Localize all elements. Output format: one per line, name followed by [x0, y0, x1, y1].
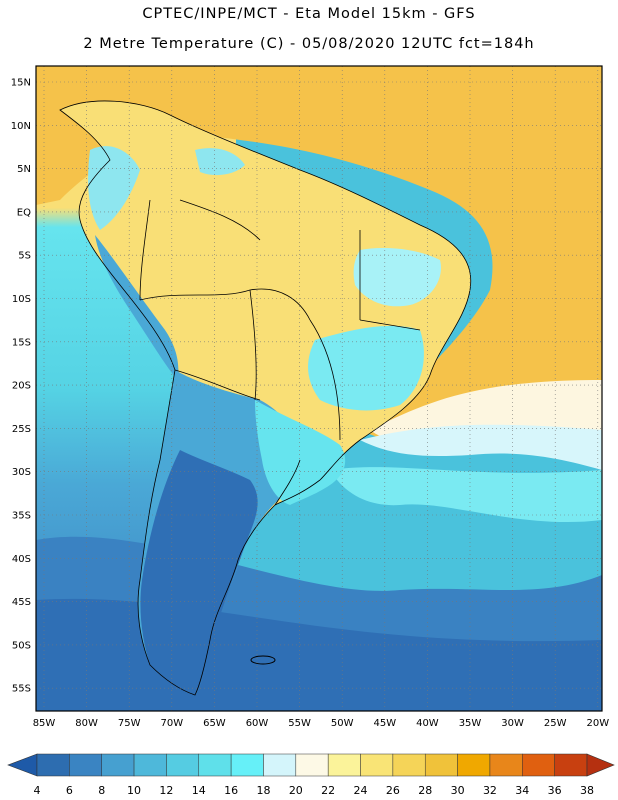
- lon-tick-label: 30W: [501, 718, 524, 729]
- colorbar-swatch: [424, 753, 458, 777]
- lat-tick-label: 50S: [12, 640, 31, 651]
- lon-tick-label: 40W: [416, 718, 439, 729]
- lat-tick-label: EQ: [17, 207, 31, 218]
- colorbar-swatch: [166, 753, 200, 777]
- lat-tick-label: 5S: [18, 251, 31, 262]
- colorbar-swatch: [522, 753, 555, 777]
- latitude-labels: 15N 10N 5N EQ 5S 10S 15S 20S 25S 30S 35S 40S 45S 50S 5…: [11, 78, 31, 695]
- colorbar-swatch: [230, 753, 264, 777]
- colorbar-swatch: [554, 753, 588, 777]
- colorbar-swatch: [295, 753, 329, 777]
- colorbar-label: 4: [34, 784, 41, 797]
- lon-tick-label: 20W: [586, 718, 609, 729]
- colorbar-label: 36: [548, 784, 562, 797]
- colorbar-swatch: [489, 753, 523, 777]
- lat-tick-label: 5N: [17, 164, 31, 175]
- colorbar-label: 38: [580, 784, 594, 797]
- lat-tick-label: 35S: [12, 511, 31, 522]
- colorbar-label: 22: [321, 784, 335, 797]
- lat-tick-label: 20S: [12, 381, 31, 392]
- colorbar-swatch: [69, 753, 102, 777]
- longitude-labels: 85W 80W 75W 70W 65W 60W 55W 50W 45W 40W 35W 30W 25W 2…: [33, 718, 610, 729]
- lat-tick-label: 45S: [12, 597, 31, 608]
- colorbar-label: 12: [159, 784, 173, 797]
- lat-tick-label: 55S: [12, 684, 31, 695]
- colorbar-label: 18: [256, 784, 270, 797]
- colorbar-label: 6: [66, 784, 73, 797]
- lat-tick-label: 10N: [11, 121, 31, 132]
- chart-title-line1: CPTEC/INPE/MCT - Eta Model 15km - GFS: [142, 6, 476, 22]
- map-frame: [35, 65, 603, 712]
- temperature-field: [36, 66, 602, 711]
- lon-tick-label: 45W: [373, 718, 396, 729]
- lon-tick-label: 35W: [459, 718, 482, 729]
- colorbar-swatch: [392, 753, 426, 777]
- colorbar-label: 24: [354, 784, 368, 797]
- chart-title-line2: 2 Metre Temperature (C) - 05/08/2020 12U…: [83, 36, 535, 52]
- lat-tick-label: 15N: [11, 78, 31, 89]
- colorbar-label: 14: [192, 784, 206, 797]
- colorbar-label: 20: [289, 784, 303, 797]
- colorbar-swatch: [133, 753, 167, 777]
- colorbar-label: 8: [98, 784, 105, 797]
- colorbar-label: 10: [127, 784, 141, 797]
- lon-tick-label: 80W: [75, 718, 98, 729]
- colorbar-swatch: [198, 753, 232, 777]
- colorbar-swatch: [36, 753, 70, 777]
- lat-tick-label: 30S: [12, 467, 31, 478]
- colorbar-label: 34: [515, 784, 529, 797]
- lon-tick-label: 25W: [544, 718, 567, 729]
- colorbar-swatch: [360, 753, 394, 777]
- lat-tick-label: 15S: [12, 337, 31, 348]
- colorbar-swatch: [327, 753, 361, 777]
- colorbar-label: 16: [224, 784, 238, 797]
- colorbar-label: 26: [386, 784, 400, 797]
- coastlines: [59, 100, 472, 696]
- colorbar-label: 28: [418, 784, 432, 797]
- lon-tick-label: 75W: [118, 718, 141, 729]
- lat-tick-label: 10S: [12, 294, 31, 305]
- lon-tick-label: 55W: [288, 718, 311, 729]
- lat-tick-label: 25S: [12, 424, 31, 435]
- lon-tick-label: 50W: [331, 718, 354, 729]
- colorbar-swatch: [263, 753, 297, 777]
- lat-tick-label: 40S: [12, 554, 31, 565]
- colorbar-label: 30: [451, 784, 465, 797]
- colorbar-under-arrow: [7, 753, 38, 777]
- lon-tick-label: 85W: [33, 718, 56, 729]
- colorbar-label: 32: [483, 784, 497, 797]
- lon-tick-label: 70W: [160, 718, 183, 729]
- colorbar-swatch: [101, 753, 135, 777]
- colorbar: 4 6 8 10 12 14 16 18 20 22 24 26 28 30 32 34 36 38: [7, 753, 615, 797]
- colorbar-swatch: [457, 753, 491, 777]
- colorbar-over-arrow: [586, 753, 615, 777]
- lon-tick-label: 65W: [203, 718, 226, 729]
- lon-tick-label: 60W: [246, 718, 269, 729]
